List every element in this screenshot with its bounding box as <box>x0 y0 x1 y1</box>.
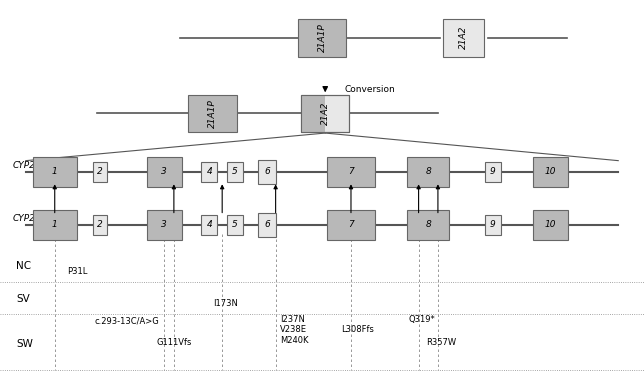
Text: 3: 3 <box>162 220 167 229</box>
Text: I173N: I173N <box>213 299 238 308</box>
FancyBboxPatch shape <box>227 161 243 182</box>
FancyBboxPatch shape <box>408 210 449 240</box>
Text: NC: NC <box>16 262 31 271</box>
Text: 10: 10 <box>545 220 556 229</box>
FancyBboxPatch shape <box>484 215 501 235</box>
Text: SV: SV <box>16 294 30 304</box>
Text: 21A1P: 21A1P <box>208 99 217 128</box>
FancyBboxPatch shape <box>201 161 218 182</box>
FancyBboxPatch shape <box>327 210 375 240</box>
Text: 6: 6 <box>265 167 270 177</box>
Text: CYP21A2: CYP21A2 <box>13 161 53 170</box>
Text: 1: 1 <box>52 167 57 177</box>
FancyBboxPatch shape <box>146 210 182 240</box>
FancyBboxPatch shape <box>408 157 449 187</box>
Text: 21A1P: 21A1P <box>317 23 327 52</box>
FancyBboxPatch shape <box>146 157 182 187</box>
Text: I237N: I237N <box>280 315 305 324</box>
Text: 8: 8 <box>426 167 431 177</box>
FancyBboxPatch shape <box>533 210 568 240</box>
Text: 21A2: 21A2 <box>459 26 468 50</box>
Text: 1: 1 <box>52 220 57 229</box>
Text: SW: SW <box>16 339 33 349</box>
Text: 3: 3 <box>162 167 167 177</box>
Text: Conversion: Conversion <box>345 85 395 94</box>
Text: 10: 10 <box>545 167 556 177</box>
Text: CYP21A1P: CYP21A1P <box>13 214 59 223</box>
FancyBboxPatch shape <box>484 161 501 182</box>
Text: 5: 5 <box>232 220 238 229</box>
FancyBboxPatch shape <box>258 212 276 237</box>
Text: 2: 2 <box>97 167 102 177</box>
Text: 4: 4 <box>207 220 212 229</box>
FancyBboxPatch shape <box>201 215 218 235</box>
Text: 7: 7 <box>348 167 354 177</box>
FancyBboxPatch shape <box>301 94 325 132</box>
Text: 6: 6 <box>265 220 270 229</box>
FancyBboxPatch shape <box>227 215 243 235</box>
Text: P31L: P31L <box>68 266 88 276</box>
FancyBboxPatch shape <box>189 94 237 132</box>
Text: M240K: M240K <box>280 336 308 345</box>
FancyBboxPatch shape <box>533 157 568 187</box>
FancyBboxPatch shape <box>33 157 77 187</box>
Text: G111Vfs: G111Vfs <box>156 338 191 347</box>
Text: 9: 9 <box>490 167 495 177</box>
Text: L308Ffs: L308Ffs <box>341 325 374 334</box>
FancyBboxPatch shape <box>443 19 484 57</box>
Text: V238E: V238E <box>280 325 307 334</box>
Text: 7: 7 <box>348 220 354 229</box>
FancyBboxPatch shape <box>301 94 349 132</box>
Text: Q319*: Q319* <box>408 315 435 324</box>
Text: 8: 8 <box>426 220 431 229</box>
FancyBboxPatch shape <box>93 215 107 235</box>
FancyBboxPatch shape <box>33 210 77 240</box>
FancyBboxPatch shape <box>327 157 375 187</box>
Text: 21A2: 21A2 <box>321 102 330 125</box>
Text: 5: 5 <box>232 167 238 177</box>
Text: 9: 9 <box>490 220 495 229</box>
Text: c.293-13C/A>G: c.293-13C/A>G <box>95 317 160 326</box>
Text: R357W: R357W <box>426 338 456 347</box>
FancyBboxPatch shape <box>298 19 346 57</box>
Text: 2: 2 <box>97 220 102 229</box>
Text: 4: 4 <box>207 167 212 177</box>
FancyBboxPatch shape <box>93 161 107 182</box>
FancyBboxPatch shape <box>258 160 276 184</box>
